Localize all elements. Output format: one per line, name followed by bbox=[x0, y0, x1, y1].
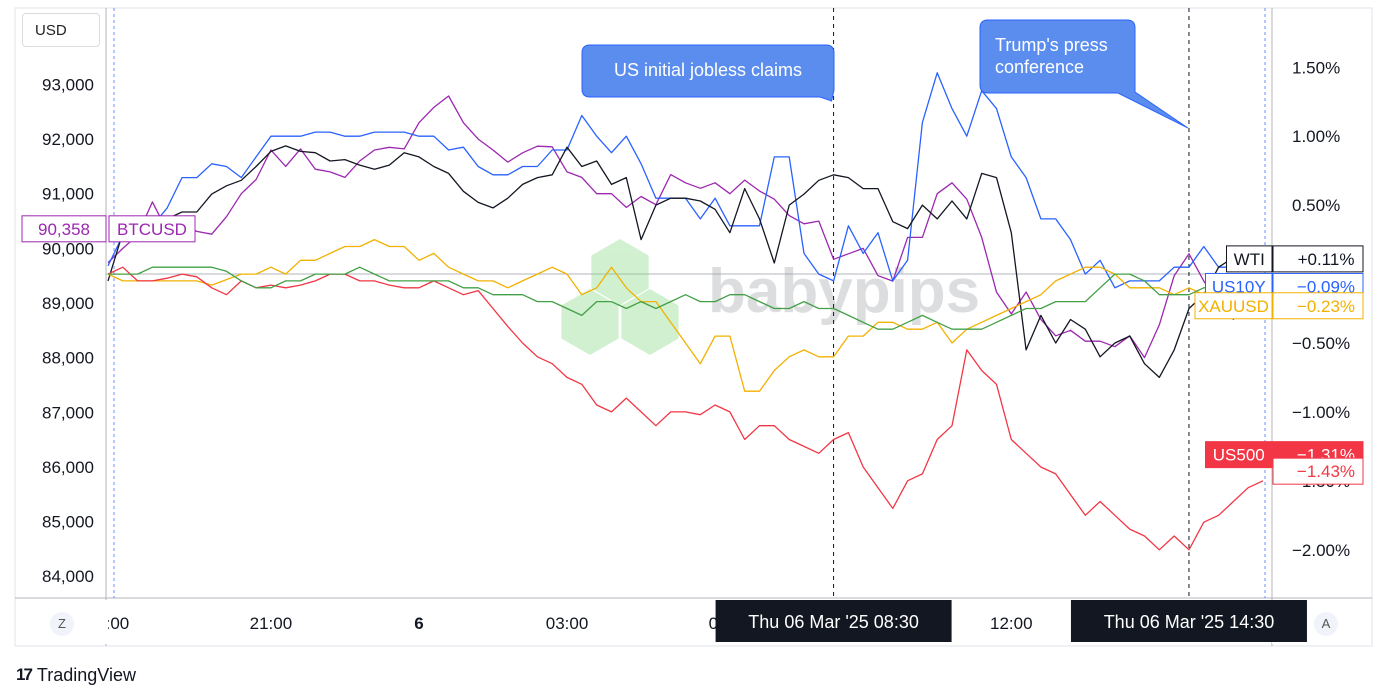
wti-price-label: +0.11% WTI bbox=[1226, 245, 1364, 273]
callout-bubble-0 bbox=[581, 44, 835, 102]
event-markers bbox=[833, 8, 1190, 598]
annotation-layer: US initial jobless claims Trump's pressco… bbox=[581, 19, 1189, 129]
time-marker-label-0: Thu 06 Mar '25 08:30 bbox=[748, 612, 919, 632]
timezone-button[interactable]: Z bbox=[50, 612, 74, 636]
chart-frame bbox=[14, 7, 1373, 647]
x-tick-label-2: 6 bbox=[414, 614, 423, 633]
right-tick-label-4: −1.00% bbox=[1292, 403, 1350, 422]
chart-border bbox=[14, 7, 1373, 647]
x-tick-label-5: 12:00 bbox=[990, 614, 1033, 633]
series-layer bbox=[107, 72, 1264, 551]
left-tick-label-8: 85,000 bbox=[42, 513, 94, 532]
name-box-2 bbox=[1194, 292, 1273, 320]
brand-name: TradingView bbox=[36, 664, 136, 685]
watermark-cube-0 bbox=[591, 239, 649, 305]
right-tick-label-3: −0.50% bbox=[1292, 334, 1350, 353]
tradingview-logo-icon: 17 bbox=[16, 665, 33, 684]
currency-selector[interactable]: USD bbox=[22, 13, 100, 47]
value-box-4 bbox=[1272, 457, 1364, 485]
left-tick-label-4: 89,000 bbox=[42, 294, 94, 313]
name-text-2: XAUUSD bbox=[1198, 297, 1269, 316]
value-text-1: −0.09% bbox=[1297, 277, 1355, 296]
callout-bubble-1 bbox=[979, 19, 1189, 129]
name-text-0: WTI bbox=[1234, 250, 1265, 269]
left-axis: 93,000 92,000 91,000 90,000 89,000 88,000 87,0… bbox=[42, 75, 94, 586]
right-tick-label-1: 1.00% bbox=[1292, 127, 1340, 146]
callout-text-0: US initial jobless claims bbox=[614, 60, 802, 80]
time-marker-box-1 bbox=[1070, 600, 1307, 642]
left-tick-label-1: 92,000 bbox=[42, 130, 94, 149]
name-box-3 bbox=[1205, 441, 1273, 469]
us500-line bbox=[107, 266, 1264, 551]
value-text-4: −1.43% bbox=[1297, 462, 1355, 481]
watermark-cube-1 bbox=[561, 289, 619, 355]
babypips-cube-logo-icon bbox=[561, 239, 679, 355]
left-tick-label-9: 84,000 bbox=[42, 567, 94, 586]
btcusd-value-box bbox=[21, 215, 107, 243]
watermark-cube-2 bbox=[621, 289, 679, 355]
name-box-0 bbox=[1226, 245, 1273, 273]
left-tick-label-0: 93,000 bbox=[42, 75, 94, 94]
btcusd-name-text: BTCUSD bbox=[117, 220, 187, 239]
right-tick-label-6: −2.00% bbox=[1292, 541, 1350, 560]
btcusd-price-label: 90,358 BTCUSD bbox=[21, 215, 196, 243]
right-tick-label-2: 0.50% bbox=[1292, 196, 1340, 215]
name-text-3: US500 bbox=[1213, 446, 1265, 465]
wti-line bbox=[107, 145, 1263, 379]
callout-text-1-0: Trump's press bbox=[995, 35, 1108, 55]
left-tick-label-3: 90,000 bbox=[42, 239, 94, 258]
x-tick-label-1: 21:00 bbox=[250, 614, 293, 633]
name-text-1: US10Y bbox=[1212, 277, 1266, 296]
watermark: babypips bbox=[561, 239, 980, 355]
callout-text-1-1: conference bbox=[995, 57, 1084, 77]
left-tick-label-7: 86,000 bbox=[42, 458, 94, 477]
value-box-2 bbox=[1272, 292, 1364, 320]
series-5-line bbox=[108, 266, 1263, 330]
left-tick-label-5: 88,000 bbox=[42, 349, 94, 368]
value-text-0: +0.11% bbox=[1298, 250, 1355, 269]
btcusd-name-box bbox=[108, 215, 196, 243]
series-4-price-label: −1.43% bbox=[1272, 457, 1364, 485]
time-marker-label-1: Thu 06 Mar '25 14:30 bbox=[1104, 612, 1275, 632]
watermark-text: babypips bbox=[708, 257, 980, 326]
value-text-2: −0.23% bbox=[1297, 297, 1355, 316]
auto-scale-button[interactable]: A bbox=[1314, 612, 1338, 636]
right-tick-label-0: 1.50% bbox=[1292, 58, 1340, 77]
btcusd-value-text: 90,358 bbox=[38, 220, 90, 239]
left-tick-label-6: 87,000 bbox=[42, 403, 94, 422]
xauusd-price-label: −0.23% XAUUSD bbox=[1194, 292, 1364, 320]
left-tick-label-2: 91,000 bbox=[42, 185, 94, 204]
callout-jobless-claims: US initial jobless claims bbox=[581, 44, 835, 102]
time-marker-box-0 bbox=[715, 600, 952, 642]
us10y-line bbox=[107, 72, 1264, 289]
price-labels: +0.11%WTI−0.09%US10Y−0.23%XAUUSD−1.31%US… bbox=[21, 215, 1364, 485]
x-tick-label-3: 03:00 bbox=[546, 614, 589, 633]
value-box-0 bbox=[1272, 245, 1364, 273]
tradingview-brand: 17 TradingView bbox=[16, 664, 136, 686]
xauusd-line bbox=[107, 238, 1264, 392]
btcusd-line bbox=[107, 95, 1264, 359]
